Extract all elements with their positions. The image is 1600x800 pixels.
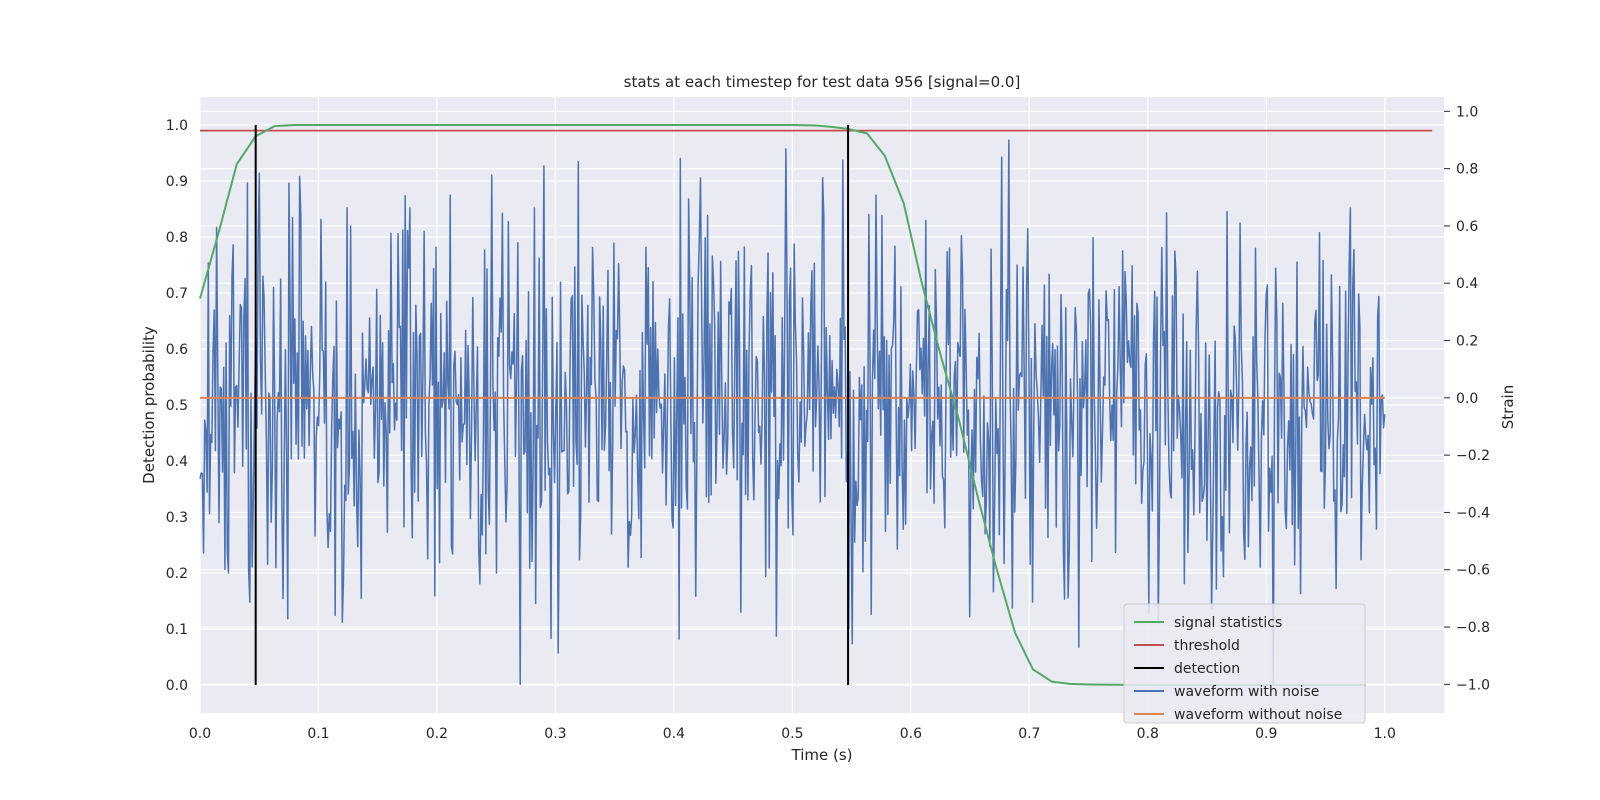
y-left-tick-label: 1.0 [166,118,188,134]
y-right-tick-label: 0.2 [1456,334,1478,350]
y-left-tick-label: 0.5 [166,398,188,414]
x-tick-label: 0.6 [900,726,922,742]
y-left-tick-label: 0.6 [166,342,188,358]
chart-title: stats at each timestep for test data 956… [624,73,1021,91]
legend-label-threshold: threshold [1174,638,1240,654]
y-left-tick-label: 0.0 [166,678,188,694]
y-right-tick-label: 1.0 [1456,104,1478,120]
series-waveform-with-noise [199,139,1386,686]
y-right-tick-label: 0.4 [1456,276,1478,292]
x-tick-label: 0.3 [544,726,566,742]
x-tick-label: 0.7 [1018,726,1040,742]
y-axis-right-ticks: −1.0 −0.8 −0.6 −0.4 −0.2 0.0 0.2 0.4 0.6 0.8 1.0 [1444,104,1490,693]
y-right-tick-label: −0.2 [1456,448,1490,464]
x-tick-label: 0.4 [663,726,685,742]
y-left-tick-label: 0.3 [166,510,188,526]
x-tick-label: 0.5 [781,726,803,742]
y-right-tick-label: −0.8 [1456,620,1490,636]
y-right-tick-label: −1.0 [1456,677,1490,693]
y-right-tick-label: 0.8 [1456,162,1478,178]
y-left-tick-label: 0.7 [166,286,188,302]
x-tick-label: 0.1 [307,726,329,742]
legend-label-waveform-without-noise: waveform without noise [1174,707,1342,723]
series-signal-statistics [199,124,1366,686]
legend: signal statistics threshold detection wavef… [1123,603,1366,724]
y-axis-left-label: Detection probability [140,326,158,484]
y-left-tick-label: 0.9 [166,174,188,190]
y-right-tick-label: −0.6 [1456,563,1490,579]
y-left-tick-label: 0.4 [166,454,188,470]
series-layer [199,124,1433,686]
legend-box [1123,603,1366,724]
y-right-tick-label: 0.6 [1456,219,1478,235]
y-axis-right-label: Strain [1499,385,1517,429]
y-left-tick-label: 0.1 [166,622,188,638]
x-axis-ticks: 0.0 0.1 0.2 0.3 0.4 0.5 0.6 0.7 0.8 0.9 1.0 [189,726,1396,742]
y-left-tick-label: 0.2 [166,566,188,582]
legend-label-detection: detection [1174,661,1240,677]
x-tick-label: 0.0 [189,726,211,742]
legend-label-waveform-with-noise: waveform with noise [1174,684,1319,700]
x-tick-label: 0.9 [1255,726,1277,742]
y-left-tick-label: 0.8 [166,230,188,246]
y-right-tick-label: 0.0 [1456,391,1478,407]
x-tick-label: 1.0 [1374,726,1396,742]
legend-label-signal-statistics: signal statistics [1174,615,1282,631]
y-right-tick-label: −0.4 [1456,505,1490,521]
x-axis-label: Time (s) [791,746,853,764]
y-axis-left-ticks: 0.0 0.1 0.2 0.3 0.4 0.5 0.6 0.7 0.8 0.9 1.0 [166,118,188,694]
x-tick-label: 0.2 [426,726,448,742]
x-tick-label: 0.8 [1137,726,1159,742]
